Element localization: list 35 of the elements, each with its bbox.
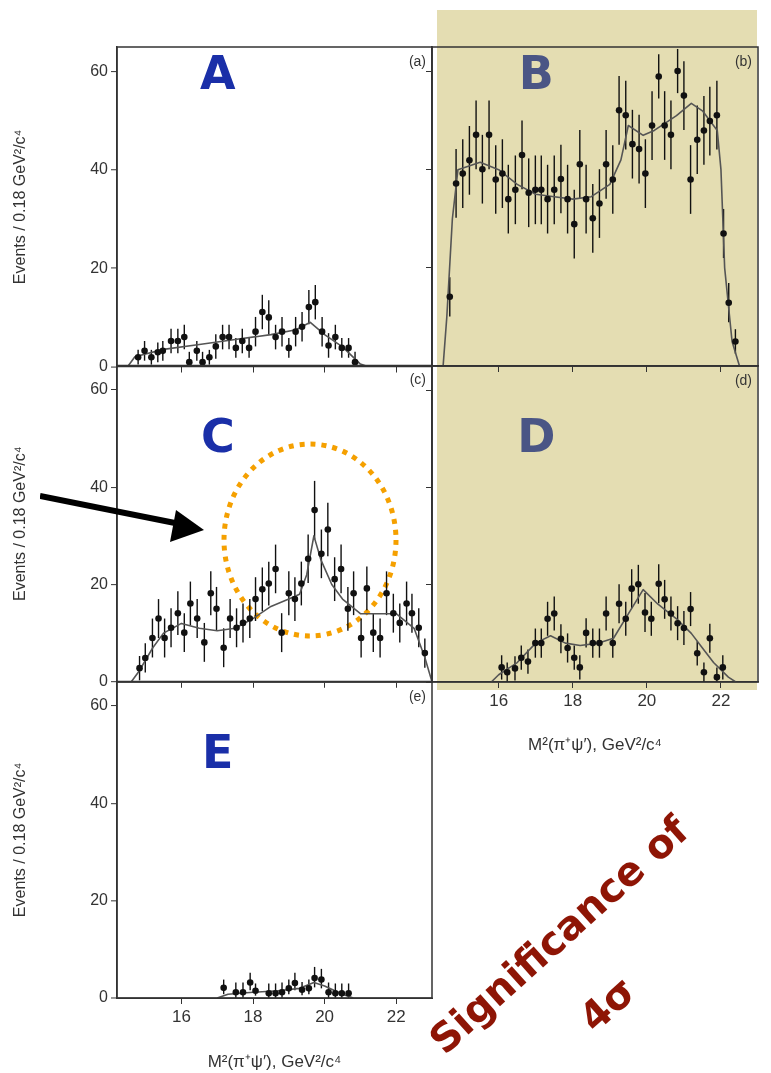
x-tick-label: 20 bbox=[315, 1007, 335, 1027]
annotation: C bbox=[200, 408, 235, 463]
y-tick-label: 20 bbox=[90, 891, 109, 909]
annotation: E bbox=[202, 725, 234, 780]
x-tick-label: 22 bbox=[386, 1007, 406, 1027]
annotation: (b) bbox=[734, 52, 752, 69]
y-tick-label: 60 bbox=[90, 62, 109, 80]
x-axis-title: M²(π⁺ψ′), GeV²/c⁴ bbox=[528, 735, 662, 755]
annotation: D bbox=[517, 408, 556, 463]
y-tick-label: 0 bbox=[99, 988, 109, 1006]
annotation: (a) bbox=[408, 52, 426, 69]
x-tick-label: 22 bbox=[711, 690, 731, 710]
x-tick-label: 18 bbox=[563, 690, 583, 710]
y-tick-label: 40 bbox=[90, 794, 109, 812]
y-tick-label: 40 bbox=[90, 478, 109, 496]
y-tick-label: 20 bbox=[90, 575, 109, 593]
x-tick-label: 16 bbox=[489, 690, 509, 710]
x-tick-label: 16 bbox=[171, 1007, 191, 1027]
y-tick-label: 60 bbox=[90, 380, 109, 398]
x-tick-label: 18 bbox=[243, 1007, 263, 1027]
y-tick-label: 0 bbox=[99, 356, 109, 374]
y-tick-label: 20 bbox=[90, 258, 109, 276]
y-tick-label: 0 bbox=[99, 672, 109, 690]
annotation: (c) bbox=[409, 371, 426, 388]
x-axis-title: M²(π⁺ψ′), GeV²/c⁴ bbox=[207, 1052, 342, 1072]
y-axis-title: Events / 0.18 GeV²/c⁴ bbox=[11, 762, 28, 918]
y-axis-title: Events / 0.18 GeV²/c⁴ bbox=[11, 129, 28, 285]
annotation: B bbox=[518, 45, 554, 100]
annotation: (d) bbox=[734, 371, 752, 388]
annotation: A bbox=[200, 46, 236, 101]
y-axis-title: Events / 0.18 GeV²/c⁴ bbox=[11, 446, 29, 602]
y-tick-label: 40 bbox=[90, 160, 109, 178]
y-tick-label: 60 bbox=[90, 696, 109, 714]
x-tick-label: 20 bbox=[637, 690, 657, 710]
annotation: (e) bbox=[408, 687, 426, 704]
